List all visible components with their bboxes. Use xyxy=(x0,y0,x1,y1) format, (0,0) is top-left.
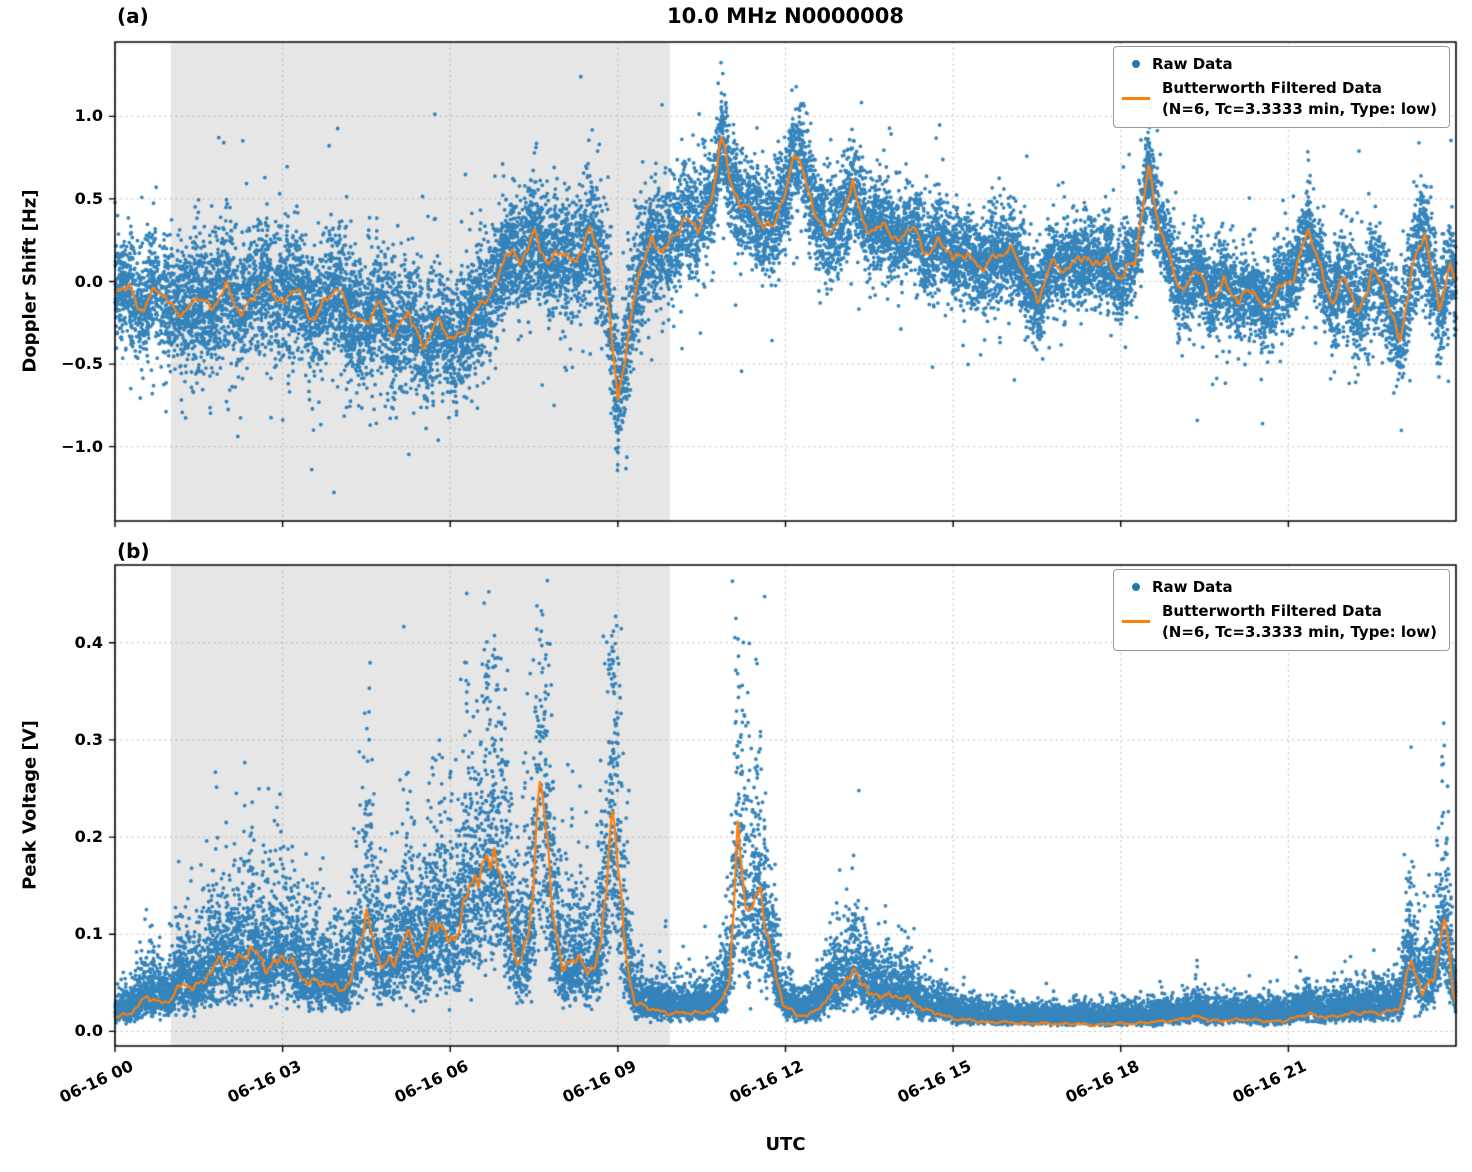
y-tick-label: 0.0 xyxy=(74,271,103,291)
panel-b-label: (b) xyxy=(117,539,150,563)
panel-a-label: (a) xyxy=(117,4,149,28)
panel-b-legend: Raw Data Butterworth Filtered Data (N=6, … xyxy=(1112,569,1450,651)
panel-a-ylabel: Doppler Shift [Hz] xyxy=(19,189,41,373)
filtered-data-marker-icon xyxy=(1121,97,1150,100)
y-tick-label: 0.4 xyxy=(74,632,103,652)
legend-filtered-entry: Butterworth Filtered Data (N=6, Tc=3.3333… xyxy=(1121,601,1437,642)
raw-data-marker-icon xyxy=(1131,60,1140,69)
y-tick-label: −1.0 xyxy=(61,436,103,456)
y-tick-label: 0.2 xyxy=(74,827,103,847)
legend-raw-entry: Raw Data xyxy=(1122,577,1437,597)
raw-data-label: Raw Data xyxy=(1151,55,1233,73)
y-tick-label: 0.1 xyxy=(74,924,103,944)
filtered-data-label: Butterworth Filtered Data xyxy=(1161,79,1382,98)
raw-data-marker-icon xyxy=(1131,583,1140,592)
y-tick-label: 0.3 xyxy=(74,729,103,749)
y-tick-label: 1.0 xyxy=(74,106,103,126)
legend-filtered-entry: Butterworth Filtered Data (N=6, Tc=3.3333… xyxy=(1121,78,1437,119)
panel-b-ylabel: Peak Voltage [V] xyxy=(19,720,41,890)
legend-raw-entry: Raw Data xyxy=(1122,54,1437,74)
filtered-data-params: (N=6, Tc=3.3333 min, Type: low) xyxy=(1161,99,1437,118)
panel-a-legend: Raw Data Butterworth Filtered Data (N=6, … xyxy=(1112,46,1450,128)
filtered-data-params: (N=6, Tc=3.3333 min, Type: low) xyxy=(1161,622,1437,641)
y-tick-label: 0.0 xyxy=(74,1021,103,1041)
figure-title: 10.0 MHz N0000008 xyxy=(667,4,904,28)
y-tick-label: −0.5 xyxy=(61,354,103,374)
filtered-data-marker-icon xyxy=(1121,620,1150,623)
x-axis-label: UTC xyxy=(765,1134,806,1155)
y-tick-label: 0.5 xyxy=(74,188,103,208)
filtered-data-label: Butterworth Filtered Data xyxy=(1161,602,1382,621)
raw-data-label: Raw Data xyxy=(1151,578,1233,596)
